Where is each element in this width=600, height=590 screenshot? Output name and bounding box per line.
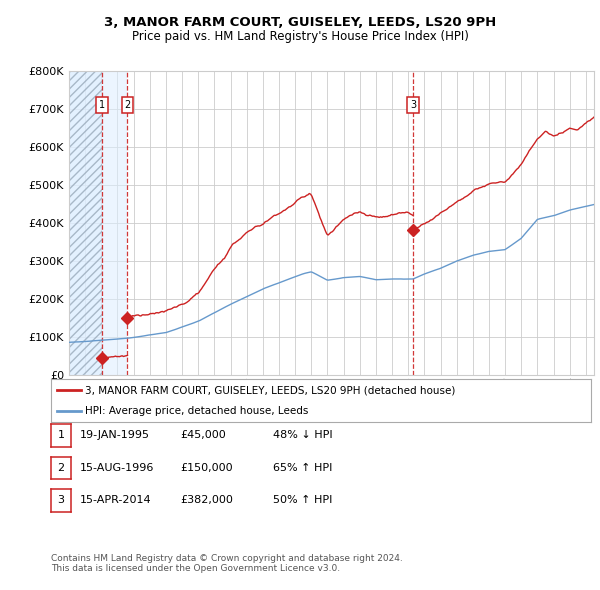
Text: 48% ↓ HPI: 48% ↓ HPI [273,431,332,440]
Text: £150,000: £150,000 [180,463,233,473]
Text: Price paid vs. HM Land Registry's House Price Index (HPI): Price paid vs. HM Land Registry's House … [131,30,469,43]
Text: HPI: Average price, detached house, Leeds: HPI: Average price, detached house, Leed… [85,406,308,416]
Text: 1: 1 [99,100,105,110]
Text: 50% ↑ HPI: 50% ↑ HPI [273,496,332,505]
Text: Contains HM Land Registry data © Crown copyright and database right 2024.
This d: Contains HM Land Registry data © Crown c… [51,554,403,573]
Text: £45,000: £45,000 [180,431,226,440]
Text: 3: 3 [410,100,416,110]
Text: 2: 2 [124,100,131,110]
Text: 3, MANOR FARM COURT, GUISELEY, LEEDS, LS20 9PH (detached house): 3, MANOR FARM COURT, GUISELEY, LEEDS, LS… [85,385,455,395]
Text: 3: 3 [58,496,64,505]
Text: 15-AUG-1996: 15-AUG-1996 [80,463,154,473]
Bar [102,71,127,375]
Text: £382,000: £382,000 [180,496,233,505]
Text: 65% ↑ HPI: 65% ↑ HPI [273,463,332,473]
Text: 19-JAN-1995: 19-JAN-1995 [80,431,150,440]
Text: 2: 2 [58,463,64,473]
Text: 1: 1 [58,431,64,440]
Text: 3, MANOR FARM COURT, GUISELEY, LEEDS, LS20 9PH: 3, MANOR FARM COURT, GUISELEY, LEEDS, LS… [104,16,496,29]
Text: 15-APR-2014: 15-APR-2014 [80,496,151,505]
Bar [69,71,102,375]
